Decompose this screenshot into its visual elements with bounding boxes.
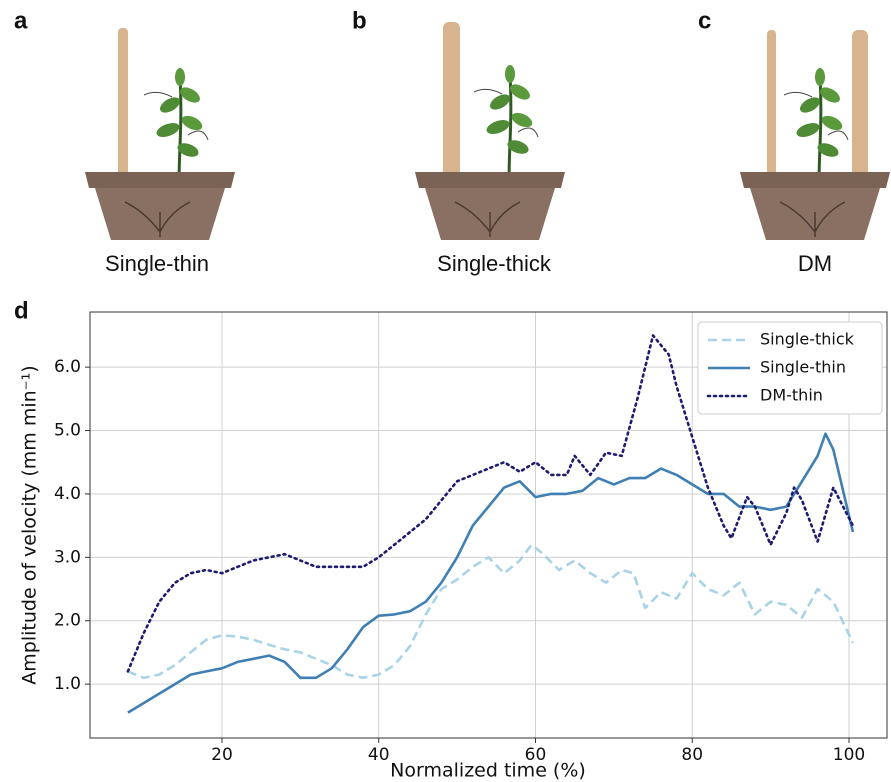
y-tick-label: 6.0 [54,357,81,377]
caption: DM [798,251,832,276]
caption: Single-thin [105,251,209,276]
panel-label: d [14,297,29,324]
y-tick-label: 4.0 [54,484,81,504]
pot [739,171,891,241]
stick [443,22,460,206]
y-tick-label: 2.0 [54,611,81,631]
stick [118,28,128,206]
x-tick-label: 60 [525,745,547,765]
x-tick-label: 40 [368,745,390,765]
x-tick-label: 100 [833,745,865,765]
series-line [127,543,855,680]
series-line [126,334,855,673]
panel-a [84,28,236,241]
legend-label: DM-thin [760,386,823,405]
panel-b [414,22,566,241]
pot [84,171,236,241]
panel-label: b [352,7,367,34]
x-tick-label: 80 [681,745,703,765]
x-axis-label: Normalized time (%) [390,760,586,782]
panel-label: c [698,7,711,34]
legend-box [697,321,883,415]
y-tick-label: 1.0 [54,674,81,694]
plot-frame [89,311,888,739]
stick [852,30,868,206]
x-tick-label: 20 [211,745,233,765]
legend-label: Single-thin [760,358,846,377]
panel-label: a [14,7,28,34]
y-tick-label: 3.0 [54,547,81,567]
pot [414,171,566,241]
y-tick-label: 5.0 [54,421,81,441]
caption: Single-thick [437,251,552,276]
legend-label: Single-thick [760,330,855,349]
panel-c [739,30,891,241]
stick [767,30,776,206]
series-line [127,432,855,714]
y-axis-label: Amplitude of velocity (mm min⁻¹) [19,365,41,684]
